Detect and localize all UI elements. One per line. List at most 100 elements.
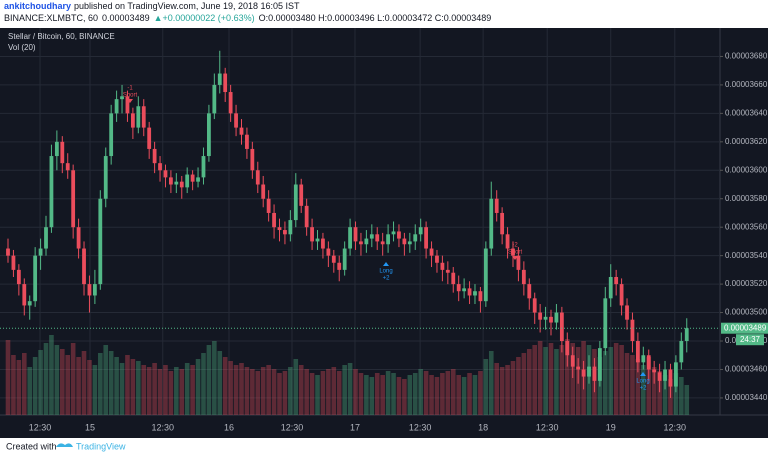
trade-label: Short (123, 93, 138, 99)
volume-bar (521, 353, 527, 415)
volume-bar (461, 377, 467, 415)
volume-bar (49, 335, 54, 415)
candle-body (277, 227, 282, 231)
candle-body (369, 234, 374, 239)
volume-bar (190, 365, 195, 415)
candle-body (163, 170, 168, 178)
candle-body (120, 96, 124, 100)
candle-body (451, 272, 456, 285)
candle-body (293, 184, 298, 221)
volume-bar (16, 360, 22, 415)
legend-entry: Stellar / Bitcoin, 60, BINANCE (8, 32, 115, 41)
volume-bar (108, 351, 114, 415)
candle-body (54, 141, 59, 157)
candle-body (130, 113, 135, 128)
y-tick-label: 0.00003600 (725, 165, 768, 174)
volume-bar (554, 349, 559, 415)
volume-bar (657, 371, 662, 415)
volume-bar (21, 353, 27, 415)
candle-body (288, 220, 293, 235)
candle-body (326, 248, 331, 256)
candle-body (114, 99, 119, 114)
x-tick-label: 12:30 (409, 422, 432, 432)
volume-bar (125, 355, 130, 415)
volume-bar (233, 365, 239, 415)
candle-body (11, 255, 16, 270)
candle-body (663, 369, 667, 381)
candle-body (353, 227, 358, 242)
volume-bar (130, 359, 136, 415)
volume-bar (179, 369, 185, 415)
candle-body (440, 262, 445, 270)
volume-bar (440, 373, 445, 415)
volume-bar (673, 373, 679, 415)
volume-bar (613, 343, 619, 415)
candle-body (413, 234, 418, 242)
volume-bar (537, 341, 543, 415)
volume-bar (478, 371, 483, 415)
y-tick-label: 0.00003540 (725, 251, 768, 260)
volume-bar (635, 359, 641, 415)
candle-body (641, 355, 646, 363)
volume-bar (494, 363, 499, 415)
y-tick-label: 0.00003560 (725, 222, 768, 231)
volume-bar (11, 355, 16, 415)
volume-bar (250, 369, 255, 415)
volume-bar (619, 345, 624, 415)
x-tick-label: 12:30 (281, 422, 304, 432)
volume-bar (391, 373, 396, 415)
candle-body (500, 212, 505, 235)
candle-body (630, 319, 635, 342)
trade-label: Short (508, 250, 523, 256)
logo (56, 443, 73, 447)
candle-body (103, 156, 108, 199)
volume-bar (228, 361, 233, 415)
candle-body (478, 291, 483, 302)
volume-bar (168, 371, 174, 415)
volume-bar (212, 341, 217, 415)
y-tick-label: 0.00003440 (725, 393, 768, 402)
volume-bar (70, 343, 76, 415)
candle-body (304, 205, 309, 228)
volume-bar (239, 363, 244, 415)
author[interactable]: ankitchoudhary (4, 1, 71, 11)
plot-layer: 0.000034400.000034600.000034800.00003500… (0, 28, 768, 432)
candle-body (380, 241, 385, 245)
candle-body (489, 198, 494, 249)
footer-brand[interactable]: TradingView (76, 441, 126, 451)
candle-body (397, 231, 401, 239)
volume-bar (603, 351, 608, 415)
header-bg (0, 0, 768, 28)
volume-bar (559, 345, 565, 415)
candle-body (38, 248, 43, 256)
x-tick-label: 17 (350, 422, 360, 432)
candle-body (22, 284, 27, 306)
candle-body (603, 298, 608, 349)
volume-bar (364, 375, 369, 415)
candle-body (511, 248, 515, 256)
y-tick-label: 0.00003640 (725, 108, 768, 117)
volume-bar (309, 373, 315, 415)
candle-body (679, 341, 684, 363)
candle-body (310, 227, 314, 242)
candle-body (109, 113, 114, 157)
volume-bar (624, 353, 630, 415)
candle-body (65, 163, 70, 171)
candle-body (684, 328, 689, 342)
candle-body (261, 184, 266, 199)
volume-bar (114, 357, 119, 415)
x-tick-label: 16 (224, 422, 234, 432)
candle-body (619, 284, 624, 306)
volume-bar (646, 357, 652, 415)
volume-bar (304, 369, 309, 415)
volume-bar (641, 365, 646, 415)
candle-body (521, 269, 526, 285)
volume-bar (450, 369, 456, 415)
volume-bar (277, 373, 282, 415)
candle-body (250, 148, 255, 171)
volume-bar (510, 361, 516, 415)
volume-bar (27, 367, 33, 415)
candle-body (141, 106, 146, 128)
x-tick-label: 18 (478, 422, 488, 432)
